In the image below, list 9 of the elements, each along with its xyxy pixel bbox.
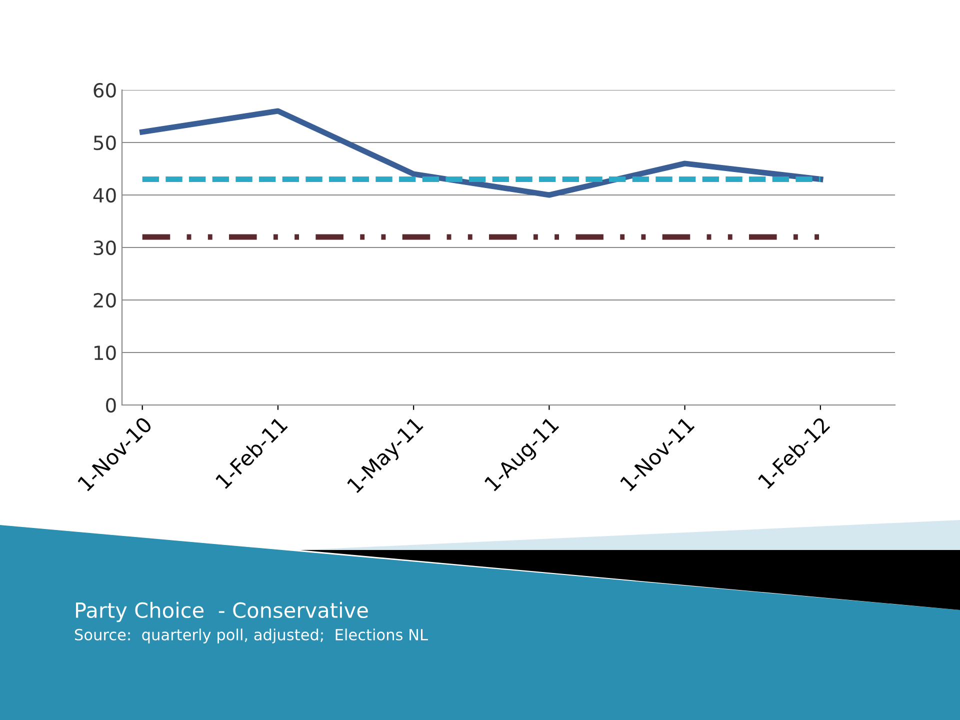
text: Party Choice - Conservative [76, 602, 368, 622]
y-tick-label: 60 [94, 82, 116, 98]
y-tick-label: 0 [106, 398, 116, 413]
y-tick-label: 50 [94, 135, 116, 150]
y-tick-label: 10 [94, 345, 116, 360]
y-tick-label: 40 [93, 188, 116, 203]
y-tick-label: 30 [94, 240, 116, 256]
y-tick-label: 20 [94, 292, 116, 308]
source-note: Source: quarterly poll, adjusted; Elections NL [75, 628, 428, 644]
